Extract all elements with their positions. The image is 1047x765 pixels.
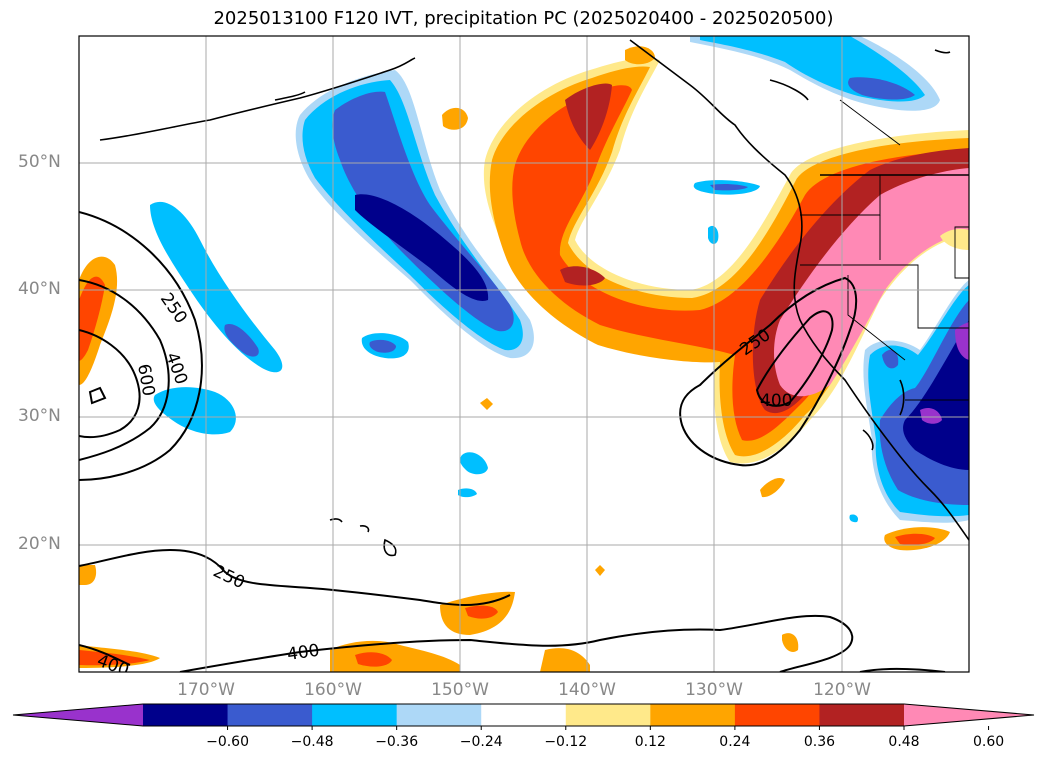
colorbar-swatch <box>227 704 313 726</box>
colorbar-swatch <box>819 704 905 726</box>
colorbar-tick-label: −0.48 <box>290 734 334 750</box>
colorbar-tick-label: 0.36 <box>803 734 836 750</box>
colorbar-tick-label: −0.12 <box>544 734 588 750</box>
colorbar-tick-label: 0.48 <box>888 734 920 750</box>
negative-pc-regions <box>150 36 969 523</box>
colorbar-tick-label: −0.60 <box>206 734 249 750</box>
colorbar-swatch <box>565 704 651 726</box>
lon-label: 120°W <box>813 680 871 700</box>
colorbar-extend-max <box>904 704 1034 726</box>
colorbar-outline <box>12 703 1035 727</box>
colorbar-tick-label: 0.12 <box>634 734 666 750</box>
ivt-contours <box>79 211 946 672</box>
colorbar-tick-label: 0.60 <box>972 734 1005 750</box>
lat-label: 50°N <box>18 152 61 172</box>
graticule <box>79 36 969 672</box>
map-title: 2025013100 F120 IVT, precipitation PC (2… <box>213 8 834 29</box>
contour-label: 400 <box>286 641 321 665</box>
contour-label: 400 <box>760 391 792 411</box>
colorbar-extend-min <box>13 704 143 726</box>
colorbar-swatch <box>734 704 820 726</box>
lon-label: 150°W <box>431 680 489 700</box>
lon-label: 130°W <box>685 680 743 700</box>
map-frame <box>78 35 970 673</box>
colorbar-tick-label: 0.24 <box>719 734 751 750</box>
colorbar-tick-label: −0.36 <box>375 734 419 750</box>
map-content: 250 400 600 250 400 250 400 400 <box>79 36 969 672</box>
colorbar-swatch <box>312 704 398 726</box>
colorbar-swatch <box>396 704 482 726</box>
colorbar-swatch <box>143 704 229 726</box>
positive-pc-regions <box>79 46 969 672</box>
colorbar-swatch <box>650 704 736 726</box>
contour-label-group: 250 400 600 250 400 250 400 400 <box>94 289 792 672</box>
lat-label: 40°N <box>18 279 61 299</box>
colorbar-swatch <box>481 704 567 726</box>
lon-label: 160°W <box>304 680 362 700</box>
lon-label: 140°W <box>558 680 616 700</box>
lat-label: 20°N <box>18 534 61 554</box>
colorbar <box>12 703 1035 730</box>
political-borders <box>800 99 969 401</box>
lon-label: 170°W <box>177 680 235 700</box>
lat-label: 30°N <box>18 406 61 426</box>
colorbar-tick-label: −0.24 <box>459 734 503 750</box>
